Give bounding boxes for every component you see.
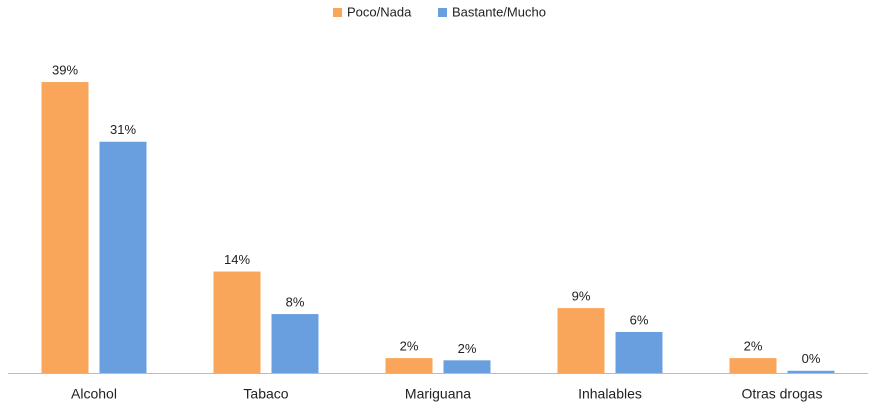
x-tick-label: Tabaco	[243, 386, 288, 402]
data-label: 0%	[802, 351, 821, 366]
data-label: 2%	[744, 339, 763, 354]
x-tick-label: Otras drogas	[742, 386, 823, 402]
data-label: 8%	[286, 295, 305, 310]
data-label: 2%	[400, 339, 419, 354]
legend-swatch	[438, 8, 447, 17]
bar	[787, 370, 835, 373]
bar	[443, 360, 491, 373]
bar	[99, 141, 147, 373]
bar	[271, 314, 319, 373]
data-label: 9%	[572, 289, 591, 304]
bar	[41, 82, 89, 373]
x-tick-label: Mariguana	[405, 386, 471, 402]
data-label: 31%	[110, 122, 136, 137]
data-label: 2%	[458, 341, 477, 356]
legend-label: Bastante/Mucho	[452, 4, 546, 19]
x-tick-label: Inhalables	[578, 386, 642, 402]
bar	[557, 308, 605, 373]
x-tick-label: Alcohol	[71, 386, 117, 402]
data-label: 39%	[52, 62, 78, 77]
bar	[385, 358, 433, 373]
legend-swatch	[333, 8, 342, 17]
bar	[615, 331, 663, 373]
data-label: 14%	[224, 252, 250, 267]
bar	[729, 358, 777, 373]
legend-label: Poco/Nada	[347, 4, 412, 19]
data-label: 6%	[630, 312, 649, 327]
bar	[213, 271, 261, 373]
